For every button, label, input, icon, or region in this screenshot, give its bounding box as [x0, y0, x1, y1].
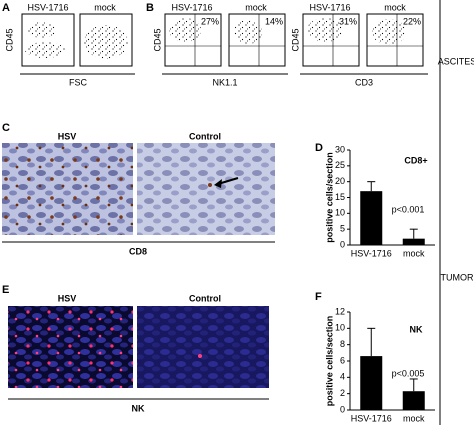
y-tick-label: 30: [335, 144, 345, 154]
percent: 14%: [265, 16, 283, 26]
percent: 27%: [201, 16, 219, 26]
image-title: Control: [189, 131, 221, 141]
plot-title: HSV-1716: [309, 2, 350, 12]
y-tick-label: 4: [340, 372, 345, 382]
x-tick-label: HSV-1716: [351, 413, 392, 423]
panel-label: E: [2, 284, 9, 296]
y-tick-label: 12: [335, 306, 345, 316]
y-axis-label: positive cells/section: [324, 316, 334, 407]
image-title: HSV: [58, 293, 77, 303]
axis-label: CD45: [4, 28, 14, 51]
y-tick-label: 5: [340, 224, 345, 234]
y-tick-label: 15: [335, 192, 345, 202]
arrow-head: [214, 179, 222, 188]
plot-title: mock: [384, 2, 406, 12]
y-tick-label: 0: [340, 404, 345, 414]
y-tick-label: 2: [340, 388, 345, 398]
y-axis-label: positive cells/section: [324, 152, 334, 243]
micrograph-stain: [2, 143, 133, 235]
annotation: p<0.005: [392, 368, 425, 378]
y-tick-label: 10: [335, 208, 345, 218]
scatter-cloud: [234, 20, 262, 44]
bar: [360, 191, 383, 245]
chart-title: CD8+: [404, 155, 427, 165]
bar: [402, 391, 425, 410]
percent: 31%: [339, 16, 357, 26]
scatter-cloud: [25, 42, 65, 58]
scatter-cloud: [372, 19, 406, 45]
scatter-cloud: [307, 18, 343, 42]
side-label: ASCITES: [438, 56, 474, 66]
panel-label: D: [315, 142, 323, 154]
stained-cell: [198, 354, 202, 358]
micrograph-stain: [8, 306, 133, 388]
y-tick-label: 25: [335, 160, 345, 170]
panel-label: B: [146, 2, 154, 14]
x-tick-label: mock: [403, 248, 425, 258]
y-tick-label: 0: [340, 239, 345, 249]
percent: 22%: [403, 16, 421, 26]
scatter-cloud: [169, 18, 201, 42]
plot-title: HSV-1716: [171, 2, 212, 12]
axis-label: CD45: [152, 28, 162, 51]
plot-title: mock: [94, 2, 116, 12]
side-label: TUMOR: [441, 272, 474, 282]
axis-label: NK1.1: [212, 77, 237, 87]
scatter-cloud: [84, 25, 128, 59]
y-tick-label: 10: [335, 323, 345, 333]
x-tick-label: mock: [403, 413, 425, 423]
panel-label: C: [2, 122, 10, 134]
image-title: Control: [189, 293, 221, 303]
flow-plots: [164, 13, 424, 67]
annotation: p<0.001: [392, 204, 425, 214]
image-title: HSV: [58, 131, 77, 141]
y-tick-label: 6: [340, 355, 345, 365]
micrograph-cells: [137, 306, 269, 388]
y-tick-label: 8: [340, 339, 345, 349]
stain-label: NK: [132, 403, 145, 413]
plot-title: HSV-1716: [27, 2, 68, 12]
stained-cell: [208, 183, 212, 187]
x-tick-label: HSV-1716: [351, 248, 392, 258]
panel-label: F: [315, 291, 322, 303]
chart-title: NK: [410, 324, 423, 334]
bar: [360, 356, 383, 410]
axis-label: FSC: [69, 77, 88, 87]
bar: [402, 238, 425, 245]
plot-title: mock: [245, 2, 267, 12]
scatter-plot: [21, 13, 75, 67]
y-tick-label: 20: [335, 176, 345, 186]
stain-label: CD8: [129, 246, 147, 256]
axis-label: CD45: [290, 28, 300, 51]
axis-label: CD3: [355, 77, 373, 87]
scatter-cloud: [28, 22, 56, 38]
micrograph-cells: [137, 143, 275, 235]
panel-label: A: [2, 2, 10, 14]
